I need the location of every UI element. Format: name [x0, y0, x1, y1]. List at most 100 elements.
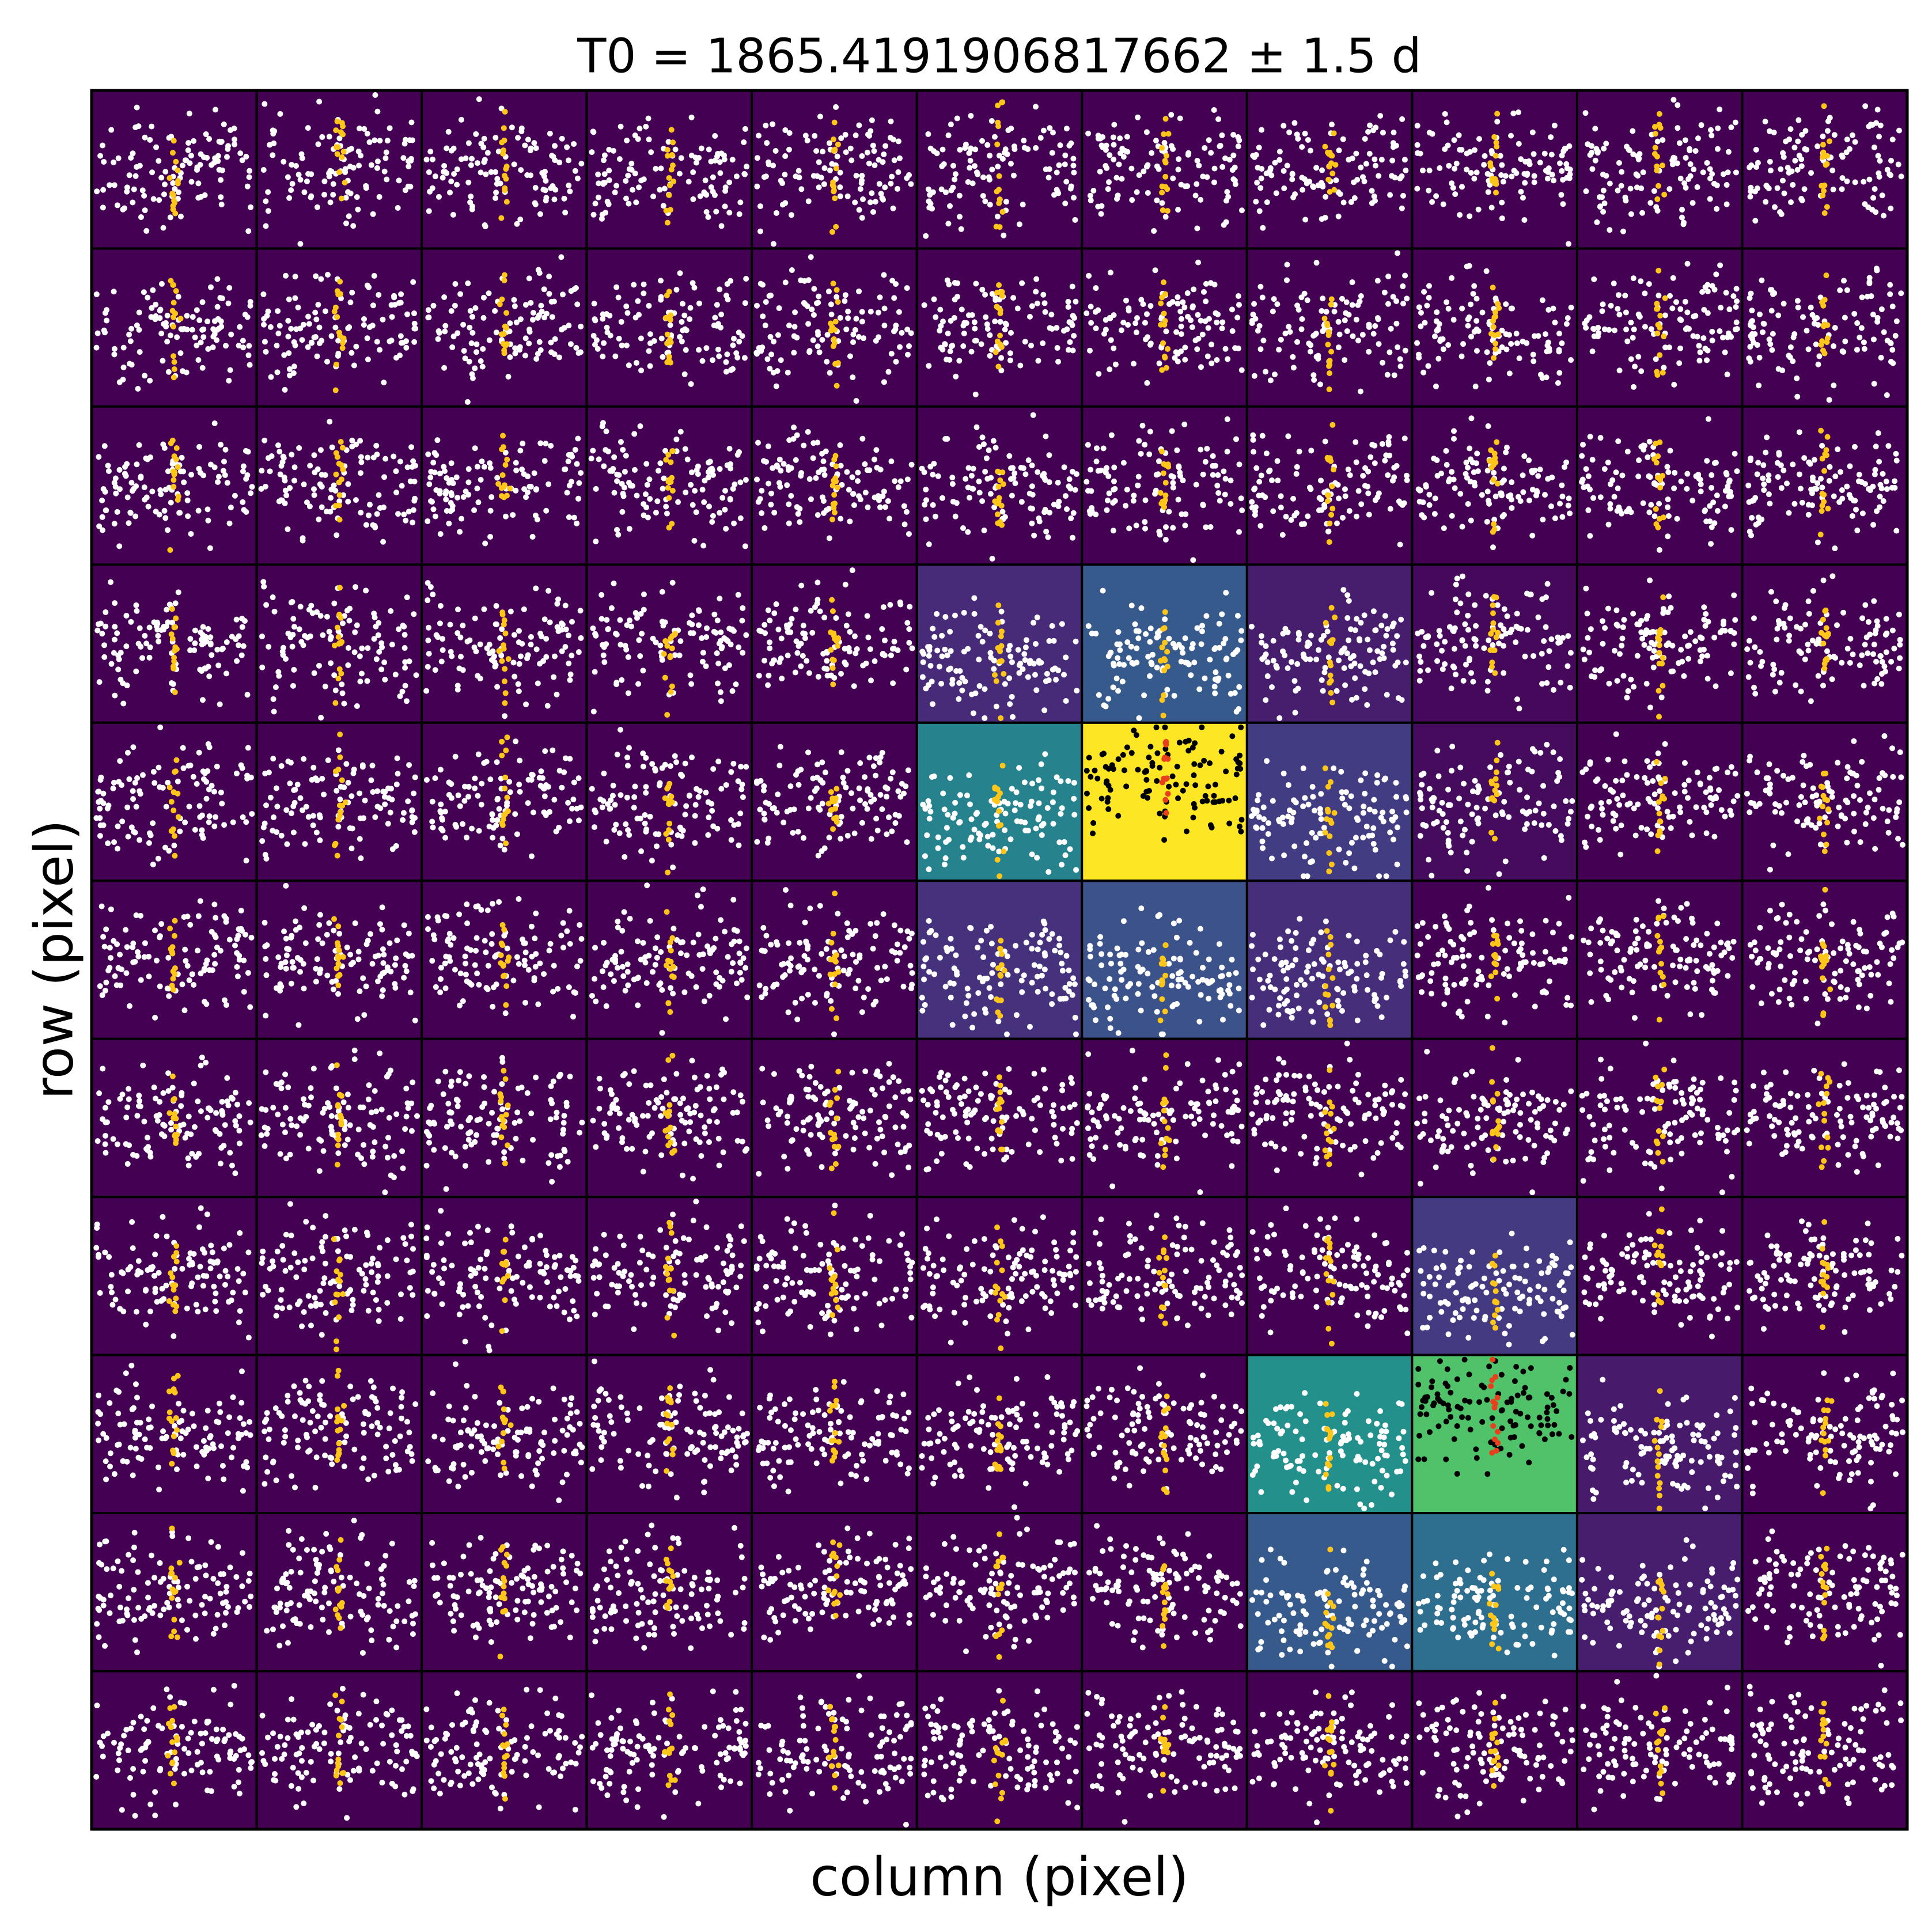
flux-point	[1675, 102, 1681, 108]
flux-point	[1552, 319, 1558, 325]
flux-point	[469, 371, 475, 377]
transit-point	[334, 624, 340, 631]
flux-point	[1358, 164, 1364, 170]
flux-point	[1385, 301, 1391, 307]
flux-point	[138, 214, 144, 220]
flux-point	[1854, 320, 1861, 326]
flux-point	[989, 555, 995, 562]
flux-point	[1166, 635, 1172, 642]
flux-point	[1390, 294, 1396, 300]
flux-point	[282, 386, 288, 393]
transit-point	[336, 666, 343, 672]
flux-point	[1471, 283, 1478, 289]
flux-point	[1103, 469, 1109, 476]
flux-point	[1587, 533, 1593, 539]
flux-point	[467, 637, 473, 643]
flux-point	[442, 328, 448, 335]
flux-point	[634, 492, 640, 499]
flux-point	[730, 342, 736, 348]
flux-point	[646, 348, 652, 354]
flux-point	[768, 351, 775, 358]
flux-point	[1646, 438, 1653, 445]
flux-point	[1607, 506, 1613, 512]
flux-point	[481, 606, 487, 612]
flux-point	[301, 482, 307, 488]
flux-point	[1537, 467, 1543, 473]
flux-point	[1473, 348, 1480, 354]
flux-point	[189, 327, 195, 333]
flux-point	[1465, 323, 1471, 329]
flux-point	[543, 441, 549, 447]
flux-point	[1085, 130, 1092, 137]
flux-point	[1634, 184, 1640, 191]
flux-point	[111, 521, 118, 527]
flux-point	[108, 579, 114, 585]
flux-point	[1182, 357, 1188, 363]
flux-point	[1820, 133, 1826, 139]
flux-point	[1328, 122, 1335, 128]
flux-point	[1717, 328, 1723, 334]
flux-point	[151, 619, 157, 625]
transit-point	[1159, 448, 1165, 454]
flux-point	[983, 314, 989, 320]
flux-point	[1188, 317, 1194, 324]
flux-point	[1526, 457, 1532, 464]
flux-point	[371, 636, 377, 642]
flux-point	[1790, 181, 1796, 188]
flux-point	[468, 162, 474, 168]
flux-point	[134, 322, 140, 328]
flux-point	[1756, 354, 1763, 361]
transit-point	[340, 149, 347, 155]
flux-point	[653, 165, 659, 172]
flux-point	[1515, 109, 1521, 115]
flux-point	[199, 697, 206, 703]
flux-point	[603, 428, 609, 434]
flux-point	[1093, 445, 1100, 452]
transit-point	[1492, 346, 1498, 352]
flux-point	[1219, 132, 1225, 138]
flux-point	[1180, 299, 1186, 305]
flux-point	[947, 628, 953, 635]
flux-point	[335, 350, 342, 357]
flux-point	[838, 135, 844, 141]
transit-point	[998, 643, 1005, 649]
flux-point	[1718, 305, 1724, 311]
transit-point	[1162, 184, 1169, 190]
flux-point	[205, 626, 211, 632]
flux-point	[984, 476, 991, 482]
flux-point	[1435, 327, 1441, 333]
flux-point	[819, 494, 825, 501]
flux-point	[1589, 457, 1596, 463]
flux-point	[789, 267, 795, 274]
flux-point	[806, 349, 813, 355]
flux-point	[965, 179, 971, 185]
flux-point	[295, 304, 301, 310]
flux-point	[1468, 415, 1475, 422]
flux-point	[1431, 333, 1438, 339]
flux-point	[805, 429, 811, 435]
flux-point	[987, 352, 993, 359]
flux-point	[1120, 154, 1127, 160]
flux-point	[263, 602, 270, 608]
transit-point	[171, 366, 177, 373]
transit-point	[830, 179, 836, 185]
flux-point	[954, 115, 960, 122]
flux-point	[1089, 630, 1095, 636]
flux-point	[1289, 171, 1295, 177]
flux-point	[1088, 488, 1094, 494]
transit-point	[1824, 339, 1830, 346]
flux-point	[487, 465, 494, 471]
flux-point	[172, 185, 178, 192]
flux-point	[962, 145, 968, 151]
flux-point	[195, 180, 202, 187]
flux-point	[228, 331, 234, 338]
flux-point	[402, 683, 408, 689]
transit-point	[173, 615, 179, 621]
transit-point	[1162, 291, 1168, 297]
transit-point	[1321, 316, 1328, 322]
flux-point	[626, 362, 632, 369]
flux-point	[260, 321, 267, 328]
flux-point	[667, 322, 673, 328]
flux-point	[576, 480, 582, 486]
flux-point	[1129, 197, 1135, 203]
